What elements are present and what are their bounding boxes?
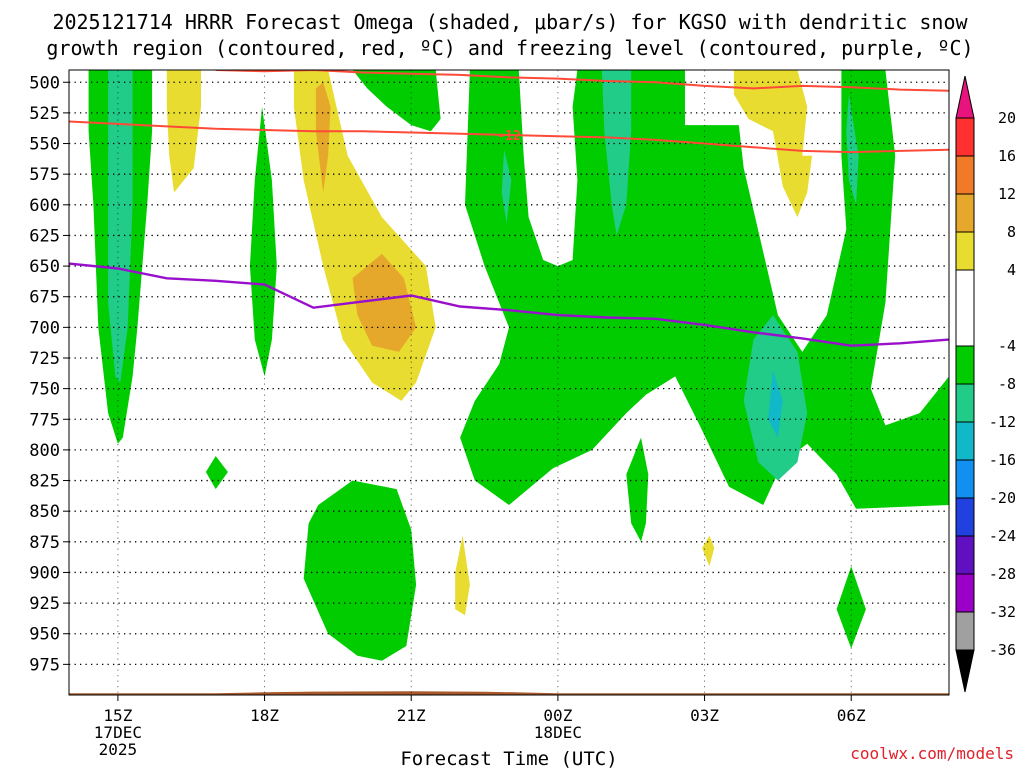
- colorbar-band-16-to-20: [955, 117, 975, 157]
- blue-blob-04z: [768, 370, 783, 438]
- colorbar-label--12: -12: [989, 413, 1016, 431]
- colorbar-legend: 20 16 12 8 4 -4 -8 -12 -16 -20 -24 -28 -32 -36: [955, 75, 1016, 693]
- colorbar-band-8-to-12: [955, 193, 975, 233]
- x-tick-date-00Z: 18DEC: [534, 723, 582, 742]
- colorbar-label-12: 12: [998, 185, 1016, 203]
- watermark: coolwx.com/models: [850, 744, 1014, 763]
- colorbar-label-8: 8: [1007, 223, 1016, 241]
- colorbar-band-4-to-8: [955, 231, 975, 271]
- y-tick-label-650: 650: [29, 257, 60, 277]
- y-tick-label-750: 750: [29, 380, 60, 400]
- y-tick-label-725: 725: [29, 349, 60, 369]
- y-tick-label-925: 925: [29, 594, 60, 614]
- y-tick-label-700: 700: [29, 318, 60, 338]
- green-low-06z: [836, 566, 866, 649]
- colorbar-band--8-to--4: [955, 345, 975, 385]
- dgz-upper-line: [215, 70, 949, 92]
- x-axis-label: Forecast Time (UTC): [400, 748, 617, 768]
- colorbar-label--36: -36: [989, 641, 1016, 659]
- terrain-surface: [69, 691, 949, 695]
- colorbar-band--16-to--12: [955, 421, 975, 461]
- x-tick-label-03Z: 03Z: [690, 706, 719, 725]
- dgz-contour-label: -12: [497, 129, 520, 144]
- x-tick-year-15Z: 2025: [99, 740, 138, 759]
- y-tick-label-800: 800: [29, 441, 60, 461]
- teal-col-06z: [846, 94, 859, 205]
- yellow-16z: [166, 70, 201, 193]
- plot-frame: [68, 69, 950, 696]
- colorbar-band--20-to--16: [955, 459, 975, 499]
- x-tick-date-15Z: 17DEC: [94, 723, 142, 742]
- y-tick-label-975: 975: [29, 655, 60, 675]
- colorbar-band--24-to--20: [955, 497, 975, 537]
- y-axis: 500 525 550 575 600 625 650 675 700 725 750 775 800 8…: [29, 73, 69, 675]
- green-main-00z: [460, 70, 949, 509]
- colorbar-label--28: -28: [989, 565, 1016, 583]
- teal-col-15z: [108, 70, 133, 383]
- x-tick-label-15Z: 15Z: [103, 706, 132, 725]
- y-tick-label-900: 900: [29, 563, 60, 583]
- yellow-small-03z: [702, 535, 715, 567]
- y-tick-label-550: 550: [29, 135, 60, 155]
- grid-lines: [69, 70, 949, 695]
- colorbar-label--8: -8: [998, 375, 1016, 393]
- x-tick-label-18Z: 18Z: [250, 706, 279, 725]
- x-tick-label-00Z: 00Z: [543, 706, 572, 725]
- green-strip-02z: [626, 437, 649, 542]
- colorbar-band--32-to--28: [955, 573, 975, 613]
- freezing-level-line: [69, 262, 949, 347]
- y-tick-label-850: 850: [29, 502, 60, 522]
- y-tick-label-625: 625: [29, 226, 60, 246]
- colorbar-band-12-to-16: [955, 155, 975, 195]
- y-tick-label-500: 500: [29, 73, 60, 93]
- green-blob-17z: [205, 456, 228, 490]
- colorbar-label-20: 20: [998, 109, 1016, 127]
- colorbar-label--32: -32: [989, 603, 1016, 621]
- colorbar-label--16: -16: [989, 451, 1016, 469]
- x-tick-label-21Z: 21Z: [397, 706, 426, 725]
- y-tick-label-825: 825: [29, 472, 60, 492]
- green-low-20z: [303, 480, 417, 661]
- y-tick-label-775: 775: [29, 410, 60, 430]
- y-tick-label-875: 875: [29, 533, 60, 553]
- yellow-small-22z: [455, 535, 470, 616]
- dgz-lower-line: [69, 120, 949, 154]
- colorbar-label--20: -20: [989, 489, 1016, 507]
- y-tick-label-525: 525: [29, 104, 60, 124]
- colorbar-label-4: 4: [1007, 261, 1016, 279]
- colorbar-band--28-to--24: [955, 535, 975, 575]
- teal-col-01z: [601, 70, 632, 236]
- y-tick-label-575: 575: [29, 165, 60, 185]
- contour-lines: -12: [69, 70, 949, 347]
- x-tick-label-06Z: 06Z: [837, 706, 866, 725]
- colorbar-label-16: 16: [998, 147, 1016, 165]
- yellow-05z: [782, 155, 813, 218]
- title-line-2: growth region (contoured, red, ºC) and f…: [46, 36, 973, 60]
- orange-20z-top: [315, 82, 331, 193]
- colorbar-band--36-to--32: [955, 611, 975, 651]
- colorbar-label--24: -24: [989, 527, 1016, 545]
- y-tick-label-600: 600: [29, 196, 60, 216]
- colorbar-over-arrow: [955, 75, 975, 119]
- colorbar-band--4-to-4: [955, 269, 975, 347]
- y-tick-label-950: 950: [29, 625, 60, 645]
- green-top-21z: [352, 70, 441, 132]
- title-line-1: 2025121714 HRRR Forecast Omega (shaded, …: [52, 10, 968, 34]
- colorbar-label--4: -4: [998, 337, 1016, 355]
- colorbar-under-arrow: [955, 649, 975, 693]
- y-tick-label-675: 675: [29, 288, 60, 308]
- colorbar-band--12-to--8: [955, 383, 975, 423]
